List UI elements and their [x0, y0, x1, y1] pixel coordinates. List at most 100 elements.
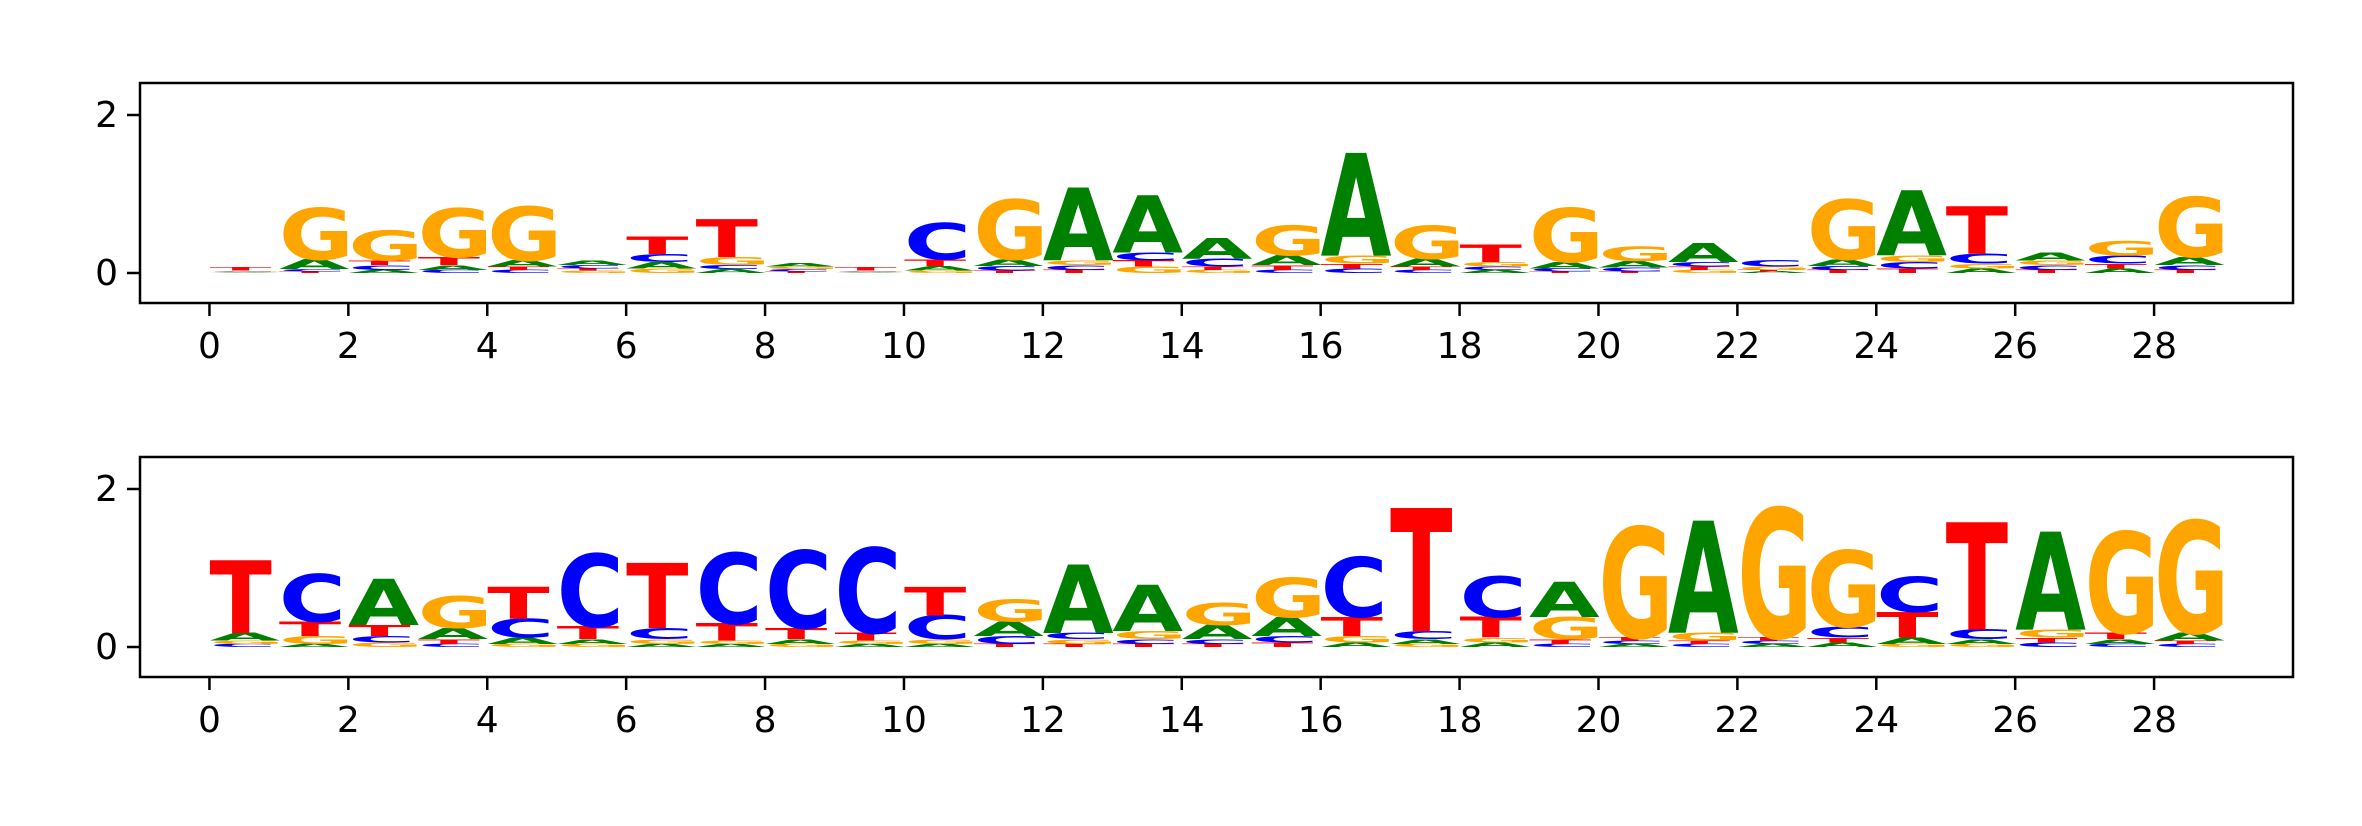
logo-letter-t: T: [1807, 636, 1869, 644]
logo-letter-g: G: [1668, 269, 1743, 274]
logo-letter-t: T: [279, 618, 341, 641]
bottom-y-axis: 0 2: [95, 469, 140, 668]
logo-letter-c: C: [1529, 643, 1596, 648]
logo-letter-a: A: [1112, 573, 1183, 646]
logo-letter-t: T: [1529, 271, 1591, 274]
logo-letter-c: C: [1598, 266, 1665, 272]
logo-letter-c: C: [1182, 638, 1249, 646]
logo-letter-a: A: [1668, 491, 1739, 670]
logo-letter-g: G: [2154, 491, 2229, 670]
logo-letter-t: T: [1112, 259, 1174, 269]
logo-letter-t: T: [209, 540, 271, 657]
logo-letter-t: T: [1807, 269, 1869, 274]
logo-letter-c: C: [1737, 640, 1804, 645]
logo-letter-c: C: [1321, 267, 1388, 275]
x-tick-label: 4: [476, 700, 499, 741]
logo-letter-g: G: [904, 638, 979, 646]
x-tick-label: 22: [1714, 326, 1760, 367]
x-tick-label: 8: [754, 326, 777, 367]
logo-letter-c: C: [2015, 264, 2082, 272]
logo-letter-t: T: [1043, 269, 1105, 274]
logo-letter-t: T: [348, 259, 410, 267]
x-tick-label: 20: [1576, 700, 1622, 741]
logo-letter-c: C: [2015, 641, 2082, 649]
logo-letter-a: A: [973, 618, 1044, 641]
logo-letter-t: T: [1182, 266, 1244, 271]
logo-letter-g: G: [2154, 181, 2229, 278]
logo-letter-c: C: [1737, 259, 1804, 269]
logo-letter-c: C: [696, 534, 763, 648]
logo-letter-a: A: [1251, 612, 1322, 642]
logo-letter-g: G: [1460, 636, 1535, 644]
x-tick-label: 14: [1159, 700, 1205, 741]
logo-letter-a: A: [765, 638, 836, 646]
x-tick-label: 26: [1992, 700, 2038, 741]
logo-letter-a: A: [1321, 126, 1392, 290]
logo-letter-c: C: [1529, 267, 1596, 272]
logo-letter-c: C: [696, 264, 763, 270]
logo-letter-a: A: [209, 272, 280, 273]
logo-letter-c: C: [2154, 264, 2221, 272]
logo-letter-a: A: [2015, 251, 2087, 263]
logo-letter-c: C: [418, 269, 485, 274]
logo-letter-t: T: [418, 638, 480, 646]
logo-letter-c: C: [1112, 638, 1179, 646]
logo-letter-a: A: [1182, 233, 1253, 266]
logo-letter-g: G: [1321, 254, 1396, 266]
logo-letter-c: C: [1251, 634, 1318, 644]
x-tick-label: 26: [1992, 326, 2038, 367]
logo-letter-g: G: [765, 266, 840, 270]
logo-letter-a: A: [626, 260, 697, 270]
logo-letter-g: G: [973, 183, 1048, 280]
logo-letter-a: A: [1529, 573, 1600, 629]
logo-letter-g: G: [1876, 254, 1951, 264]
x-tick-label: 24: [1853, 700, 1899, 741]
logo-letter-a: A: [1112, 181, 1183, 272]
logo-letter-a: A: [765, 263, 836, 268]
logo-letter-g: G: [418, 195, 493, 273]
logo-letter-g: G: [1946, 262, 2021, 270]
logo-letter-a: A: [1876, 636, 1947, 646]
logo-letter-t: T: [2015, 636, 2077, 644]
logo-letter-g: G: [1182, 269, 1257, 274]
logo-letter-c: C: [279, 268, 346, 272]
logo-letter-a: A: [1598, 260, 1669, 270]
logo-letter-g: G: [487, 643, 562, 648]
logo-letter-a: A: [1807, 641, 1878, 649]
logo-letter-c: C: [1946, 627, 2013, 642]
logo-letter-c: C: [418, 643, 485, 648]
logo-letter-t: T: [2154, 269, 2216, 274]
logo-letter-a: A: [2015, 506, 2086, 663]
logo-letter-t: T: [1460, 611, 1522, 644]
x-tick-label: 12: [1020, 326, 1066, 367]
logo-letter-g: G: [418, 588, 493, 638]
x-tick-label: 8: [754, 700, 777, 741]
logo-letter-t: T: [418, 255, 481, 267]
x-tick-label: 0: [198, 700, 221, 741]
logo-letter-a: A: [904, 265, 975, 273]
logo-letter-a: A: [2154, 631, 2226, 643]
logo-letter-c: C: [973, 265, 1040, 273]
logo-letter-t: T: [1251, 264, 1313, 272]
top-y-axis: 0 2: [95, 95, 140, 294]
logo-letter-c: C: [1112, 251, 1179, 263]
logo-letter-t: T: [835, 631, 898, 643]
logo-letter-a: A: [973, 258, 1044, 268]
logo-letter-a: A: [696, 268, 767, 274]
x-tick-label: 24: [1853, 326, 1899, 367]
x-tick-label: 4: [476, 326, 499, 367]
logo-letter-g: G: [1251, 566, 1326, 629]
logo-letter-t: T: [1737, 269, 1799, 272]
logo-letter-c: C: [1807, 265, 1874, 271]
logo-letter-a: A: [1321, 641, 1392, 649]
logo-letter-c: C: [1668, 261, 1735, 269]
logo-letter-a: A: [1807, 258, 1878, 268]
logo-letter-g: G: [626, 267, 701, 275]
logo-letter-a: A: [348, 269, 419, 274]
logo-letter-c: C: [487, 269, 554, 274]
logo-letter-g: G: [2015, 259, 2090, 267]
x-tick-label: 28: [2131, 700, 2177, 741]
logo-letter-c: C: [1321, 540, 1388, 637]
logo-letter-t: T: [209, 267, 271, 272]
logo-letter-t: T: [557, 623, 620, 643]
